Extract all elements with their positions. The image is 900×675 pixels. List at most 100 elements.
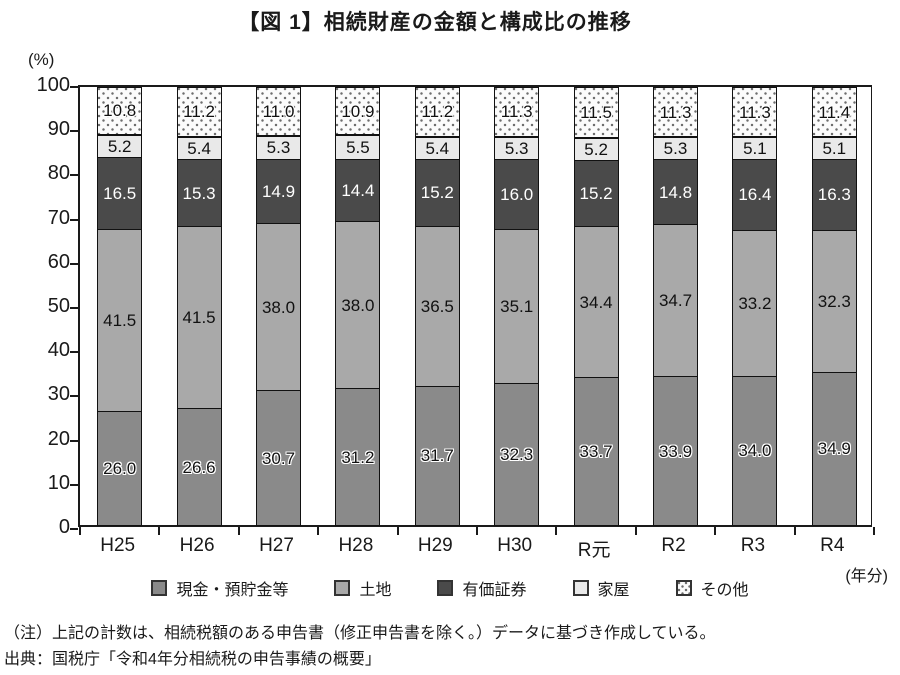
legend-label: その他 [700,582,749,599]
y-tick-label: 40 [47,339,70,362]
bar-column: 11.3 5.3 16.0 35.1 32.3 [494,87,540,526]
y-tick-label: 0 [58,516,70,538]
x-tick-mark [714,527,717,535]
bar-segment: 10.8 [97,87,143,135]
segment-value-label: 31.7 [420,446,454,466]
y-tick-label: 60 [47,250,70,273]
bar-segment: 34.4 [573,226,619,379]
y-tick-mark [70,86,78,88]
bar-segment: 16.0 [494,159,540,231]
segment-value-label: 38.0 [261,297,296,317]
x-tick-label: H29 [417,535,453,556]
segment-value-label: 11.3 [500,102,533,122]
bar-segment: 11.0 [256,87,301,137]
x-axis-unit-label: (年分) [845,568,888,585]
segment-value-label: 16.5 [103,183,137,203]
y-tick-label: 70 [47,206,70,229]
bar-segment: 41.5 [97,228,143,413]
segment-value-label: 34.4 [579,292,613,312]
bar-segment: 14.9 [256,158,301,225]
legend-label: 家屋 [597,582,630,599]
bar-segment: 33.9 [653,376,698,526]
bar-segment: 16.3 [811,158,857,231]
bar-segment: 5.3 [256,136,301,160]
y-tick-label: 30 [47,383,70,406]
segment-value-label: 41.5 [103,310,137,330]
segment-value-label: 11.3 [659,102,692,122]
bar-segment: 32.3 [811,229,857,373]
y-tick-label: 80 [47,162,70,185]
segment-value-label: 5.4 [425,138,450,158]
segment-value-label: 36.5 [420,296,454,316]
x-tick-label: H28 [338,535,374,556]
segment-value-label: 5.1 [822,139,847,159]
bar-segment: 15.3 [176,159,222,228]
segment-value-label: 41.5 [182,308,216,328]
bar-segment: 5.3 [494,136,540,161]
segment-value-label: 5.2 [584,139,608,159]
legend-swatch [151,580,168,596]
bar-segment: 16.4 [732,158,778,231]
x-tick-mark [79,527,81,535]
notes: （注）上記の計数は、相続税額のある申告書（修正申告書を除く。）データに基づき作成… [4,621,896,673]
bar-segment: 11.3 [732,87,778,137]
segment-value-label: 16.4 [738,185,772,205]
page-title: 【図 1】相続財産の金額と構成比の推移 [238,11,632,34]
segment-value-label: 10.9 [341,101,375,121]
bar-column: 11.0 5.3 14.9 38.0 30.7 [256,87,301,526]
bar-segment: 11.3 [494,87,540,137]
bar-segment: 30.7 [256,390,301,526]
y-tick-mark [70,130,78,133]
bar-segment: 5.2 [97,134,143,158]
segment-value-label: 32.3 [817,291,851,311]
plot-area: 10.8 5.2 16.5 41.5 26.0 11.2 5.4 15.3 41.5 26.6 11… [70,85,875,535]
segment-value-label: 34.0 [738,441,772,461]
y-tick-mark [70,218,78,221]
segment-value-label: 38.0 [341,295,375,315]
bar-segment: 16.5 [97,156,143,230]
segment-value-label: 5.1 [743,138,767,158]
bar-column: 11.2 5.4 15.3 41.5 26.6 [176,87,222,526]
bar-segment: 31.2 [335,388,381,526]
y-tick-mark [70,262,78,265]
legend-item: その他 [675,576,749,600]
bar-segment: 11.4 [811,87,857,138]
segment-value-label: 14.8 [658,182,693,202]
segment-value-label: 11.4 [818,102,851,122]
x-tick-label: R元 [577,540,611,561]
legend-swatch [572,580,589,596]
bar-column: 11.5 5.2 15.2 34.4 33.7 [573,87,619,526]
x-tick-label: R3 [740,535,766,556]
segment-value-label: 5.3 [266,138,291,158]
bar-segment: 32.3 [494,383,540,526]
y-tick-mark [70,395,78,398]
legend-item: 土地 [334,576,391,600]
bar-column: 10.8 5.2 16.5 41.5 26.0 [97,87,143,526]
bar-segment: 5.4 [414,136,460,161]
bar-segment: 41.5 [176,226,222,410]
segment-value-label: 26.6 [182,457,216,477]
bar-segment: 26.6 [176,408,222,526]
bar-segment: 14.8 [653,159,698,225]
x-tick-mark [396,527,399,535]
y-tick-mark [70,174,78,177]
bar-segment: 38.0 [335,221,381,390]
legend-swatch [437,580,454,596]
segment-value-label: 11.2 [421,102,454,122]
bar-segment: 15.2 [573,159,619,227]
segment-value-label: 5.4 [187,138,211,158]
bar-segment: 14.4 [335,158,381,223]
legend-item: 現金・預貯金等 [151,576,288,600]
segment-value-label: 11.2 [183,102,215,122]
y-tick-label: 50 [47,295,70,317]
segment-value-label: 33.2 [738,293,772,313]
x-tick-label: H30 [497,535,533,556]
source-line: 出典：国税庁「令和4年分相続税の申告事績の概要」 [4,651,381,668]
x-tick-mark [873,527,875,535]
y-tick-mark [70,351,78,354]
segment-value-label: 35.1 [500,297,534,317]
bar-segment: 5.4 [176,136,222,161]
segment-value-label: 16.0 [500,185,534,205]
legend-label: 有価証券 [462,582,527,599]
segment-value-label: 11.0 [262,102,295,122]
